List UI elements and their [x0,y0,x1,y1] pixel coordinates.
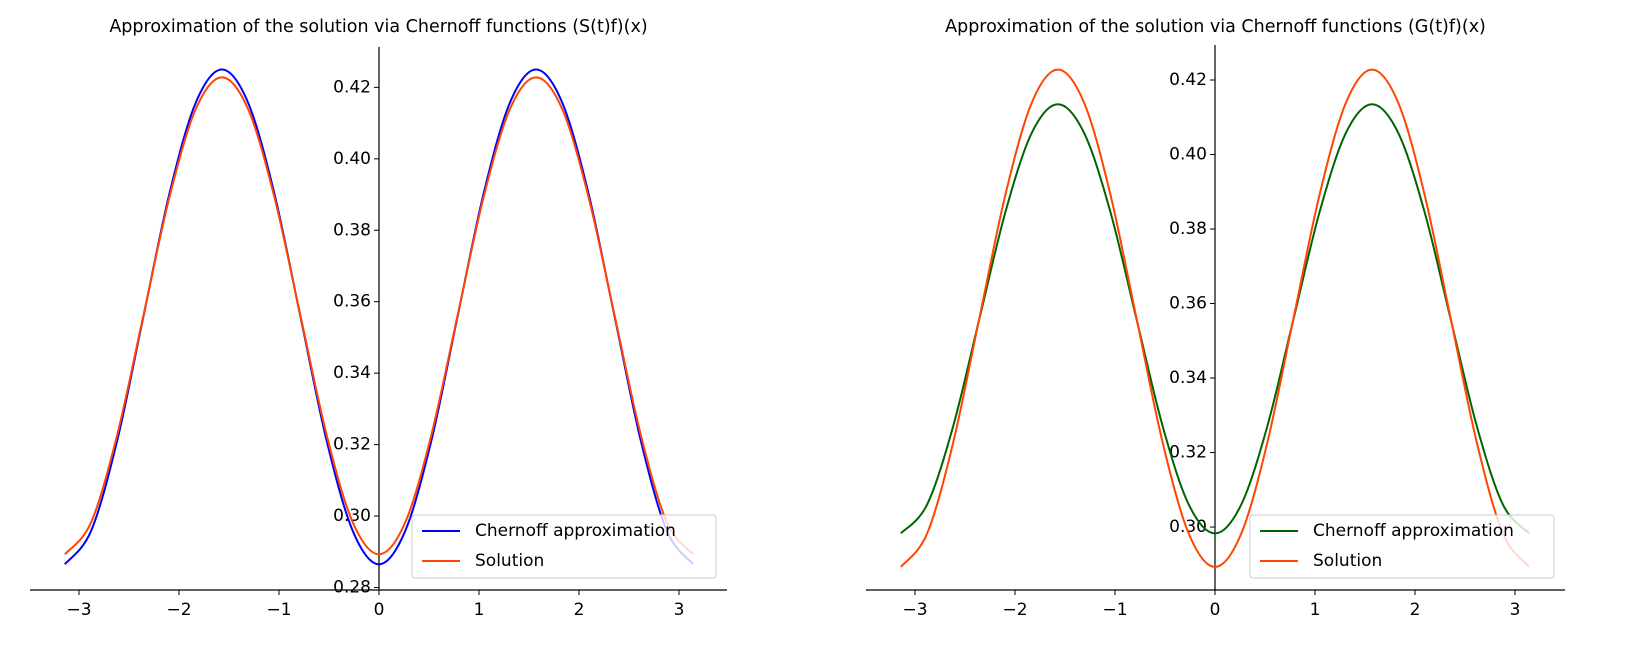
y-tick-label: 0.40 [333,149,371,169]
y-tick-label: 0.30 [1169,517,1207,537]
legend-label: Chernoff approximation [1313,521,1514,541]
y-tick-label: 0.28 [333,577,371,597]
legend-label: Solution [475,551,544,571]
y-tick-label: 0.34 [1169,368,1207,388]
legend-box [411,514,717,579]
legend-label: Chernoff approximation [475,521,676,541]
x-tick-label: 1 [1310,600,1321,620]
y-tick-label: 0.40 [1169,145,1207,165]
y-tick-label: 0.38 [1169,219,1207,239]
x-tick-label: 0 [1210,600,1221,620]
y-tick-label: 0.34 [333,363,371,383]
chart-title: Approximation of the solution via Cherno… [945,17,1486,37]
x-tick-label: 3 [674,600,685,620]
y-tick-label: 0.36 [333,292,371,312]
legend: Chernoff approximation Solution [411,514,717,579]
x-tick-label: 0 [374,600,385,620]
y-tick-label: 0.32 [1169,443,1207,463]
x-tick-label: −3 [902,600,927,620]
line-series [900,103,1530,535]
chart-title: Approximation of the solution via Cherno… [109,17,647,37]
x-tick-label: −3 [66,600,91,620]
x-tick-label: −2 [166,600,191,620]
y-tick-label: 0.30 [333,506,371,526]
y-tick-label: 0.32 [333,435,371,455]
legend: Chernoff approximation Solution [1249,514,1555,579]
y-tick-label: 0.42 [1169,70,1207,90]
line-series [64,76,694,556]
y-tick-label: 0.42 [333,77,371,97]
legend-box [1249,514,1555,579]
x-tick-label: −1 [1102,600,1127,620]
line-series [900,68,1530,568]
x-tick-label: 2 [574,600,585,620]
x-tick-label: 2 [1410,600,1421,620]
x-tick-label: 1 [474,600,485,620]
y-tick-label: 0.38 [333,220,371,240]
x-tick-label: −2 [1002,600,1027,620]
y-tick-label: 0.36 [1169,294,1207,314]
x-tick-label: −1 [266,600,291,620]
legend-label: Solution [1313,551,1382,571]
x-tick-label: 3 [1510,600,1521,620]
